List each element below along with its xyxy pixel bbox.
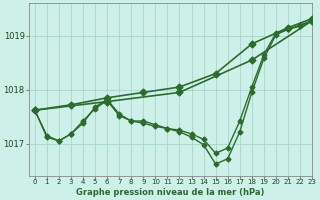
X-axis label: Graphe pression niveau de la mer (hPa): Graphe pression niveau de la mer (hPa) — [76, 188, 265, 197]
